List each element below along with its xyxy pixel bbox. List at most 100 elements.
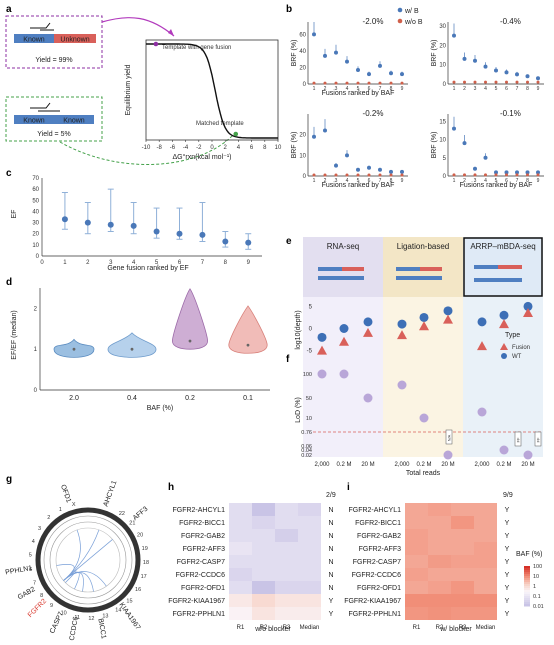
g-gene-label: AHCYL1	[103, 480, 119, 508]
legend-tick: 0.01	[533, 604, 544, 610]
panel-b-label: b	[286, 4, 292, 15]
b-point-wb	[536, 76, 540, 81]
panel-f-label: f	[286, 354, 290, 365]
heat-cell	[474, 503, 497, 516]
heat-call: Y	[505, 533, 510, 540]
g-fusion-link	[63, 571, 107, 587]
heat-call: Y	[505, 559, 510, 566]
b-title: -0.2%	[363, 109, 384, 118]
heat-row-label: FGFR2-CASP7	[353, 559, 401, 566]
b-point-wob	[463, 80, 466, 84]
heat-row-label: FGFR2-AHCYL1	[348, 507, 401, 514]
d-median-point	[188, 339, 192, 343]
i-score: 9/9	[503, 492, 513, 499]
i-xlabel: w/ blocker	[439, 626, 472, 633]
c-ytick-label: 60	[32, 187, 39, 193]
b-xtick-label: 8	[526, 178, 529, 184]
connector-arrowhead-top	[168, 29, 174, 36]
a-point-matched	[233, 131, 239, 137]
c-xtick-label: 4	[132, 260, 136, 266]
heat-cell	[428, 607, 451, 620]
b-point-wob	[323, 173, 327, 177]
legend-tick: 100	[533, 564, 542, 570]
d-xtick-label: 0.4	[127, 395, 137, 402]
g-outer-ring	[35, 507, 141, 613]
b-point-wb	[389, 71, 393, 76]
d-xlabel: BAF (%)	[147, 405, 173, 412]
b-point-wb	[367, 72, 371, 77]
b-point-wb	[334, 163, 338, 168]
heat-cell	[428, 529, 451, 542]
g-chrom-label: 20	[137, 533, 143, 539]
e-point-fusion	[523, 308, 533, 318]
g-chrom-label: 17	[141, 574, 147, 580]
c-point	[130, 222, 137, 229]
b-ylabel: BRF (%)	[431, 40, 438, 67]
heat-cell	[275, 555, 298, 568]
c-xtick-label: 7	[201, 260, 205, 266]
heat-call: Y	[329, 611, 334, 618]
b-point-wob	[452, 173, 456, 177]
d-violin	[107, 332, 157, 358]
d-ytick-label: 2	[34, 306, 38, 312]
b-xtick-label: 5	[495, 86, 498, 92]
heat-cell	[298, 581, 321, 594]
heat-cell	[405, 581, 428, 594]
heat-cell	[229, 542, 252, 555]
a-xtick-label: -2	[196, 145, 202, 151]
f-annotation: FF	[516, 437, 521, 442]
b-xtick-label: 7	[516, 86, 519, 92]
b-point-wb	[312, 134, 316, 139]
heat-row-label: FGFR2-OFD1	[181, 585, 225, 592]
heat-row-label: FGFR2-AFF3	[183, 546, 225, 553]
f-ytick-label: 0.04	[301, 448, 312, 454]
b-xtick-label: 2	[324, 86, 327, 92]
c-ytick-label: 10	[32, 243, 39, 249]
arrp-strand-1	[474, 265, 498, 269]
f-ytick-label: 0.06	[301, 444, 312, 450]
rnaseq-strand-3	[318, 276, 364, 280]
b-point-wb	[323, 128, 327, 133]
panel-h-label: h	[168, 482, 174, 493]
unknown-text: Unknown	[60, 37, 89, 44]
known-segment	[14, 34, 54, 43]
f-xtick-label: 2,000	[474, 462, 490, 468]
b-point-wob	[515, 80, 519, 84]
heat-cell	[451, 516, 474, 529]
b-point-wob	[400, 173, 404, 177]
heat-cell	[229, 529, 252, 542]
heat-cell	[229, 516, 252, 529]
heat-cell	[298, 568, 321, 581]
b-point-wb	[462, 141, 467, 146]
panel-e-label: e	[286, 236, 292, 247]
b-xtick-label: 3	[474, 86, 477, 92]
heat-cell	[252, 581, 275, 594]
c-point	[199, 231, 206, 238]
a-xlabel: ΔG°rxn(kcal mol⁻¹)	[172, 153, 231, 161]
b-point-wb	[334, 50, 338, 55]
heat-row-label: FGFR2-AHCYL1	[172, 507, 225, 514]
b-xtick-label: 2	[324, 178, 327, 184]
panel-c: c EF Gene fusion ranked by EF 0102030405…	[6, 168, 262, 272]
heat-cell	[405, 594, 428, 607]
primer-icon-2	[30, 102, 51, 109]
lig-strand-3	[396, 276, 442, 280]
legend-wob-text: w/o B	[404, 19, 423, 26]
heat-call: N	[328, 533, 333, 540]
heat-call: Y	[329, 598, 334, 605]
b-xtick-label: 5	[495, 178, 498, 184]
heat-col-label: R1	[413, 625, 421, 631]
e-point-wt	[363, 317, 373, 327]
b-point-wb	[462, 56, 467, 61]
f-point	[523, 450, 533, 460]
b-point-wob	[484, 80, 487, 84]
heat-call: N	[328, 520, 333, 527]
f-xtick-label: 20 M	[521, 462, 534, 468]
g-gene-label: KIAA1967	[117, 602, 141, 632]
b-xtick-label: 4	[346, 178, 349, 184]
b-ytick-label: 30	[439, 24, 446, 30]
a-xtick-label: 2	[224, 145, 228, 151]
b-title: -0.4%	[500, 17, 521, 26]
g-chrom-label: 8	[40, 593, 43, 599]
